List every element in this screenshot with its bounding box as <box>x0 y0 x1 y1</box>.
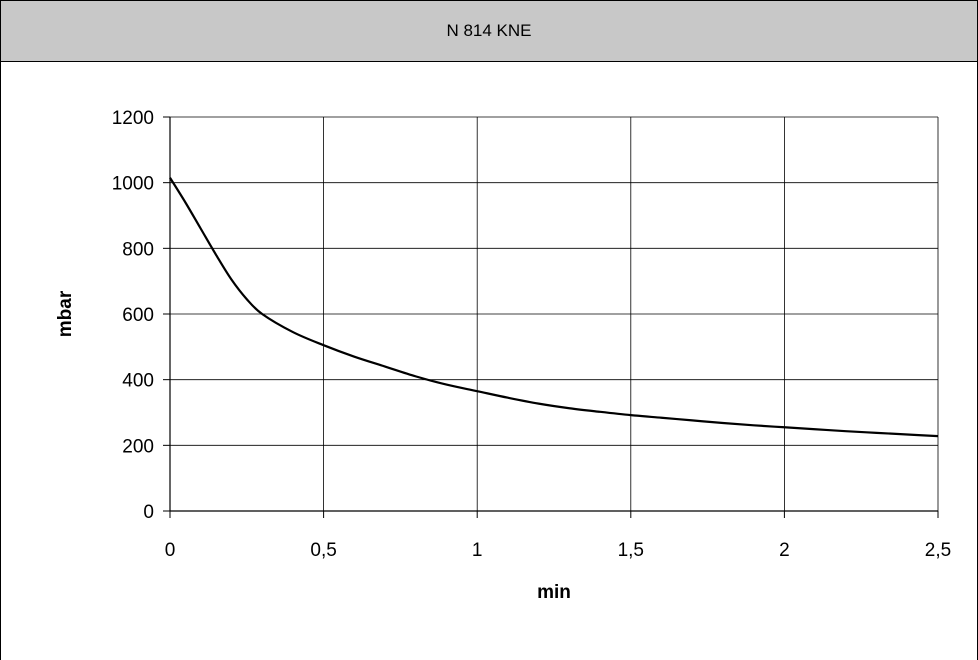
x-tick-label: 0,5 <box>310 540 336 561</box>
pressure-chart: 0 0,5 1 1,5 2 2,5 0 200 400 600 800 1000 1200 min m… <box>55 108 952 603</box>
x-tick-labels: 0 0,5 1 1,5 2 2,5 <box>165 540 952 561</box>
x-axis-label: min <box>537 582 571 603</box>
x-tick-label: 2 <box>779 540 790 561</box>
y-tick-label: 0 <box>143 502 154 523</box>
y-axis-label: mbar <box>55 290 76 337</box>
y-tick-label: 800 <box>122 239 154 260</box>
x-tick-label: 1,5 <box>618 540 644 561</box>
x-tick-label: 0 <box>165 540 176 561</box>
axes <box>163 116 939 518</box>
grid-lines <box>170 116 939 511</box>
y-tick-labels: 0 200 400 600 800 1000 1200 <box>112 108 154 523</box>
chart-title: N 814 KNE <box>1 1 977 62</box>
x-tick-label: 1 <box>472 540 483 561</box>
y-tick-label: 200 <box>122 436 154 457</box>
y-tick-label: 600 <box>122 305 154 326</box>
y-tick-label: 1200 <box>112 108 154 129</box>
series-line <box>169 177 939 438</box>
y-tick-label: 400 <box>122 371 154 392</box>
x-tick-label: 2,5 <box>925 540 951 561</box>
y-tick-label: 1000 <box>112 174 154 195</box>
